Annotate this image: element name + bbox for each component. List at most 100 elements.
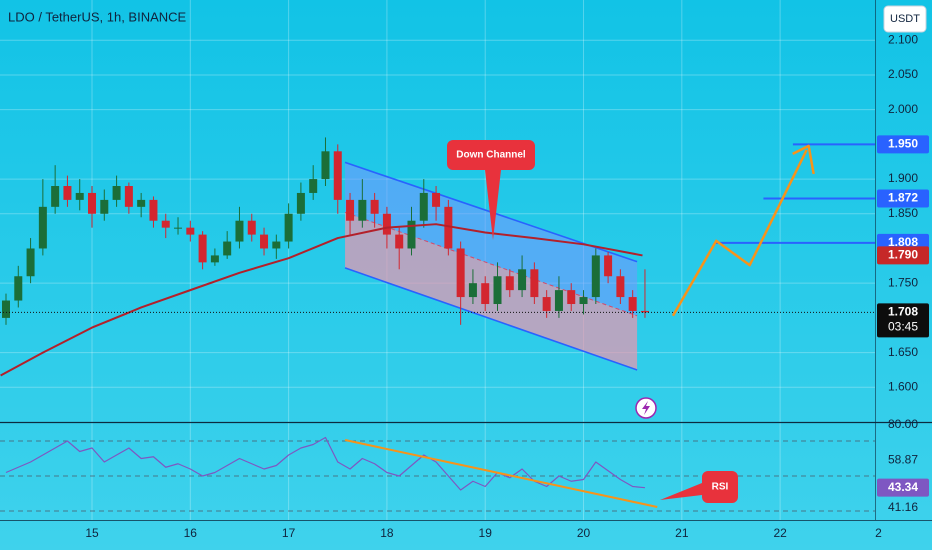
down-channel-callout	[447, 140, 535, 240]
x-tick-label: 15	[85, 526, 99, 540]
candle-body	[112, 186, 121, 200]
y-tick-label: 1.900	[888, 171, 918, 185]
countdown-label: 03:45	[888, 320, 918, 334]
currency-button[interactable]	[883, 5, 927, 33]
candle-body	[505, 276, 514, 291]
candle-body	[530, 269, 539, 298]
candle-body	[100, 199, 109, 214]
candle-body	[604, 255, 613, 277]
candle-body	[161, 220, 170, 228]
candle-body	[468, 283, 477, 298]
ma-badge	[877, 246, 929, 265]
rsi-value-badge	[877, 478, 929, 497]
candle-body	[137, 199, 146, 207]
level-badge-label: 1.950	[888, 137, 918, 151]
channel-lower	[344, 267, 638, 371]
candle-body	[333, 151, 342, 200]
last-price-label: 1.708	[888, 305, 918, 319]
candle-body	[14, 276, 23, 301]
rsi-line	[5, 436, 646, 491]
candle-body	[296, 192, 305, 214]
candle-body	[309, 179, 318, 193]
y-tick-label: 2.050	[888, 67, 918, 81]
candle-body	[198, 234, 207, 263]
candle-body	[38, 206, 47, 249]
y-tick-label: 1.750	[888, 275, 918, 289]
candle-body	[88, 192, 97, 214]
candle-body	[321, 151, 330, 180]
candle-body	[186, 227, 195, 235]
price-pane	[0, 137, 875, 377]
candle-body	[346, 199, 355, 221]
projection-arrowhead	[792, 144, 815, 175]
candle-body	[407, 220, 416, 249]
x-tick-label: 21	[675, 526, 689, 540]
ma-badge-label: 1.790	[888, 248, 918, 262]
level-badge-label: 1.872	[888, 191, 918, 205]
candle-body	[272, 241, 281, 249]
candle-body	[370, 199, 379, 214]
candle-body	[149, 199, 158, 221]
down-channel-text: Down Channel	[456, 150, 526, 161]
rsi-callout	[660, 471, 738, 503]
candle-body	[432, 192, 441, 207]
candle-body	[493, 276, 502, 305]
candle-body	[481, 283, 490, 305]
x-tick-label: 2	[875, 526, 882, 540]
candle-body	[174, 227, 183, 229]
x-tick-label: 19	[479, 526, 493, 540]
rsi-pane	[0, 436, 875, 512]
candle-body	[591, 255, 600, 298]
x-tick-label: 17	[282, 526, 296, 540]
y-tick-label: 2.000	[888, 102, 918, 116]
candle-body	[124, 186, 133, 207]
candle-body	[51, 186, 60, 207]
candle-body	[395, 234, 404, 249]
candle-body	[542, 297, 551, 311]
candle-body	[358, 199, 367, 221]
candle-body	[616, 276, 625, 298]
candle-body	[75, 192, 84, 200]
candle-body	[444, 206, 453, 249]
candle-body	[223, 241, 232, 256]
rsi-callout-text: RSI	[712, 482, 729, 493]
y-tick-label: 1.650	[888, 345, 918, 359]
alert-bolt[interactable]	[642, 401, 650, 415]
candle-body	[235, 220, 244, 242]
currency-label[interactable]: USDT	[890, 13, 920, 25]
y-tick-label: 2.100	[888, 32, 918, 46]
level-badge	[877, 135, 929, 154]
candle-body	[284, 213, 293, 242]
channel-lower-fill	[345, 212, 638, 370]
candle-body	[260, 234, 269, 249]
overlay: 15 16 17 18 19 20 21 22 22.1002.0502.0001.9001.8…	[85, 32, 929, 540]
candle-body	[554, 290, 563, 311]
candle-body	[579, 297, 588, 305]
channel-middle	[344, 211, 638, 317]
symbol-title: LDO / TetherUS, 1h, BINANCE	[8, 9, 187, 24]
channel-upper-fill	[345, 162, 638, 316]
candle-body	[247, 220, 256, 235]
rsi-axis-value: 41.16	[888, 500, 918, 514]
candle-body	[210, 255, 219, 263]
rsi-tick-label: 80.00	[888, 417, 918, 431]
x-tick-label: 22	[773, 526, 787, 540]
rsi-value-label: 43.34	[888, 480, 918, 494]
candle-body	[640, 310, 649, 313]
level-badge	[877, 189, 929, 208]
candle-body	[567, 290, 576, 305]
y-tick-label: 1.600	[888, 379, 918, 393]
moving-average	[0, 223, 643, 377]
candle-body	[518, 269, 527, 291]
x-tick-label: 20	[577, 526, 591, 540]
candle-body	[1, 300, 10, 318]
last-price-badge	[877, 303, 929, 338]
x-tick-label: 18	[380, 526, 394, 540]
candle-body	[382, 213, 391, 235]
candle-body	[628, 297, 637, 311]
level-badge-label: 1.808	[888, 235, 918, 249]
projection-path	[671, 149, 808, 317]
rsi-trendline	[344, 439, 658, 508]
